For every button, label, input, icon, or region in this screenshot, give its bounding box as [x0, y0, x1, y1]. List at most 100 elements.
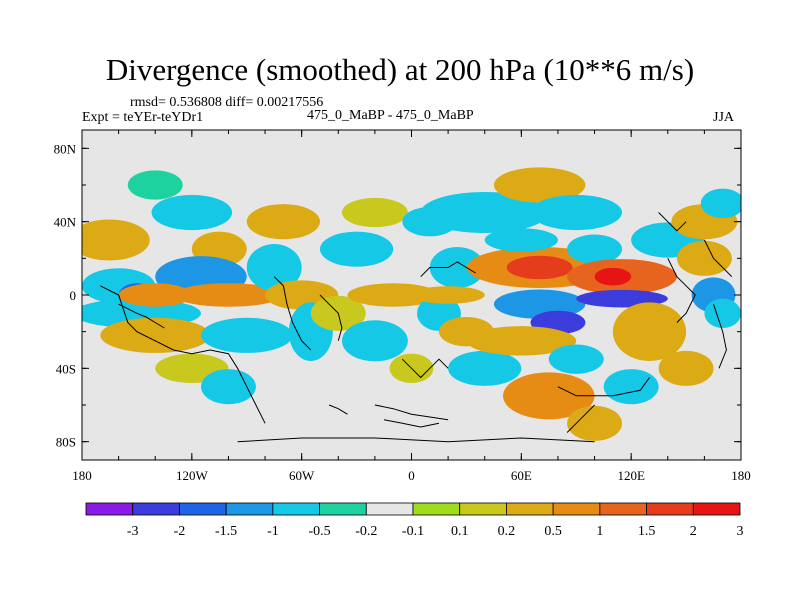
- colorbar-box-4: [272, 502, 320, 516]
- x-tick-label-6: 180: [731, 468, 751, 483]
- divergence-blob-0: [82, 219, 150, 261]
- divergence-blob-19: [319, 231, 394, 267]
- divergence-blob-5: [151, 194, 233, 231]
- coastline-8: [566, 404, 595, 433]
- colorbar-box-13: [692, 502, 741, 516]
- map-axes: 180 120W 60W 0 60E 120E 180 80N 40N 0 40S 80S: [54, 129, 751, 483]
- divergence-blob-50: [676, 240, 732, 276]
- divergence-blob-44: [503, 372, 595, 420]
- divergence-blob-22: [341, 320, 408, 362]
- x-tick-label-1: 120W: [176, 468, 209, 483]
- divergence-field-layer: [82, 130, 741, 460]
- divergence-blob-6: [127, 170, 183, 200]
- divergence-blob-36: [567, 234, 623, 264]
- colorbar-box-6: [365, 502, 414, 516]
- colorbar-box-1: [132, 502, 180, 516]
- coastline-9: [237, 437, 595, 443]
- coastline-13: [667, 258, 696, 323]
- divergence-blob-45: [567, 405, 623, 441]
- colorbar-box-2: [179, 502, 227, 516]
- colorbar-box-11: [599, 502, 647, 516]
- y-tick-label-1: 40N: [54, 215, 77, 230]
- divergence-blob-43: [548, 344, 604, 374]
- divergence-blob-30: [420, 191, 549, 234]
- coastline-10: [328, 404, 348, 415]
- colorbar-box-3: [225, 502, 274, 516]
- coastline-15: [713, 304, 727, 369]
- divergence-blob-15: [246, 244, 302, 291]
- divergence-blob-28: [448, 350, 522, 386]
- divergence-blob-42: [466, 326, 577, 356]
- colorbar-box-0: [85, 502, 134, 516]
- y-tick-label-3: 40S: [56, 361, 76, 376]
- x-tick-label-5: 120E: [617, 468, 645, 483]
- colorbar-label-2: -1.5: [215, 524, 237, 539]
- colorbar-label-13: 3: [737, 524, 744, 539]
- divergence-blob-21: [347, 283, 439, 307]
- experiment-label: Expt = teYEr-teYDr1: [82, 110, 204, 125]
- colorbar-label-0: -3: [127, 524, 139, 539]
- coastline-1: [118, 303, 165, 329]
- colorbar-label-4: -0.5: [309, 524, 331, 539]
- divergence-blob-32: [530, 194, 623, 231]
- coastline-5: [401, 358, 449, 379]
- chart-subtitle: 475_0_MaBP - 475_0_MaBP: [307, 108, 474, 123]
- colorbar-label-8: 0.2: [498, 524, 516, 539]
- chart-title: Divergence (smoothed) at 200 hPa (10**6 …: [105, 52, 695, 87]
- divergence-blob-25: [429, 246, 485, 289]
- divergence-blob-4: [100, 317, 211, 353]
- divergence-blob-46: [612, 302, 687, 361]
- divergence-blob-38: [594, 267, 632, 286]
- colorbar-label-12: 2: [690, 524, 697, 539]
- colorbar-box-12: [646, 502, 694, 516]
- x-tick-label-3: 0: [408, 468, 415, 483]
- x-tick-label-2: 60W: [289, 468, 315, 483]
- colorbar-label-11: 1.5: [638, 524, 656, 539]
- colorbar-boxes: [85, 502, 741, 516]
- x-tick-label-4: 60E: [511, 468, 532, 483]
- x-tick-label-0: 180: [72, 468, 92, 483]
- season-label: JJA: [713, 110, 735, 125]
- coastline-layer: [100, 212, 733, 443]
- coastline-0: [100, 285, 266, 424]
- divergence-blob-34: [506, 255, 573, 280]
- divergence-blob-47: [603, 369, 659, 405]
- divergence-blob-20: [341, 197, 408, 228]
- colorbar-label-10: 1: [596, 524, 603, 539]
- y-tick-label-2: 0: [70, 288, 77, 303]
- colorbar-label-6: -0.1: [402, 524, 424, 539]
- y-tick-label-4: 80S: [56, 435, 76, 450]
- coastline-2: [273, 276, 312, 351]
- divergence-blob-9: [173, 283, 284, 307]
- y-tick-label-0: 80N: [54, 141, 77, 156]
- colorbar-label-7: 0.1: [451, 524, 469, 539]
- divergence-blob-29: [411, 286, 485, 304]
- colorbar-labels: -3 -2 -1.5 -1 -0.5 -0.2 -0.1 0.1 0.2 0.5 1 1.5 2 3: [127, 524, 744, 539]
- colorbar-box-10: [552, 502, 601, 516]
- coastline-11: [383, 419, 440, 428]
- divergence-blob-54: [704, 298, 741, 329]
- divergence-blob-48: [658, 350, 714, 386]
- coastline-14: [703, 239, 733, 278]
- coastline-3: [319, 294, 343, 341]
- divergence-blob-10: [118, 283, 192, 307]
- colorbar-label-9: 0.5: [544, 524, 562, 539]
- colorbar-box-7: [412, 502, 461, 516]
- divergence-blob-11: [200, 317, 293, 353]
- divergence-blob-31: [493, 167, 586, 203]
- rmsd-diff-stats: rmsd= 0.536808 diff= 0.00217556: [130, 95, 324, 110]
- divergence-blob-14: [246, 204, 320, 240]
- colorbar-box-8: [459, 502, 507, 516]
- divergence-blob-53: [700, 188, 741, 218]
- divergence-blob-35: [484, 228, 558, 252]
- colorbar-label-3: -1: [267, 524, 279, 539]
- colorbar-box-5: [319, 502, 367, 516]
- coastline-4: [420, 261, 476, 278]
- coastline-12: [658, 212, 687, 232]
- colorbar-label-5: -0.2: [355, 524, 377, 539]
- colorbar-label-1: -2: [174, 524, 186, 539]
- colorbar-box-9: [506, 502, 554, 516]
- coastline-6: [374, 404, 449, 421]
